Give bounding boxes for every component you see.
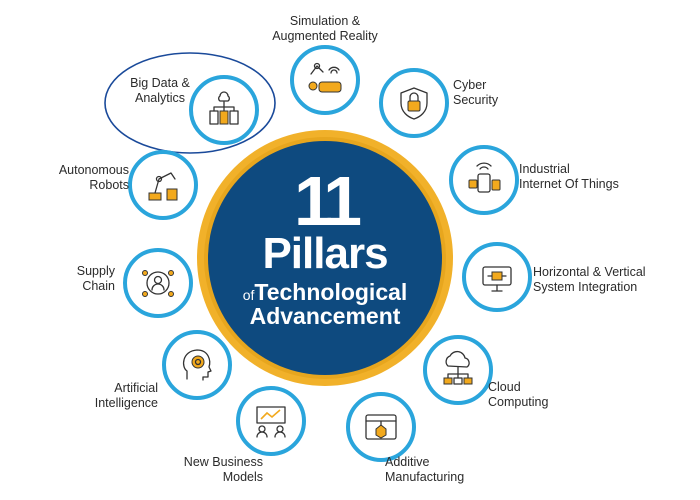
ai-head-icon (182, 349, 212, 381)
business-presentation-icon (256, 406, 286, 438)
label-line: Security (453, 93, 499, 107)
center-subtitle-line3: Advancement (249, 303, 401, 329)
label-line: Additive (385, 455, 430, 469)
label-line: Supply (76, 264, 115, 278)
data-servers-icon (209, 91, 239, 125)
label-line: Robots (89, 178, 129, 192)
label-line: Models (222, 470, 263, 484)
integrated-chip-monitor-icon (482, 266, 512, 292)
label-line: Computing (488, 395, 549, 409)
connected-devices-icon (468, 162, 501, 193)
center-title: Pillars (262, 229, 388, 278)
pillar-bubble (236, 386, 306, 456)
label-line: Analytics (134, 91, 186, 105)
label-line: Industrial (519, 162, 570, 176)
3d-printer-icon (365, 414, 397, 440)
label-line: Big Data & (130, 76, 190, 90)
center-subtitle-main: Technological (254, 279, 408, 305)
label-artificial-intelligence: Artificial Intelligence (80, 381, 158, 411)
pillar-bubble (189, 75, 259, 145)
label-line: Artificial (114, 381, 158, 395)
label-line: System Integration (533, 280, 638, 294)
highlight-outline (104, 52, 276, 154)
center-circle (208, 141, 442, 375)
cloud-network-icon (443, 350, 473, 385)
label-new-business-models: New Business Models (170, 455, 263, 485)
pillar-bubble (346, 392, 416, 462)
robot-arm-icon (148, 172, 178, 201)
label-line: Autonomous (58, 163, 129, 177)
shield-lock-icon (400, 87, 428, 120)
pillar-bubble-ring (449, 145, 519, 215)
label-line: Horizontal & Vertical (533, 265, 646, 279)
label-line: Cyber (453, 78, 487, 92)
pillar-bubble-ring (236, 386, 306, 456)
pillar-bubble (449, 145, 519, 215)
pillar-bubble (128, 150, 198, 220)
supply-chain-person-icon (142, 270, 174, 297)
label-additive-manufacturing: Additive Manufacturing (385, 455, 464, 485)
label-line: Augmented Reality (272, 29, 378, 43)
center-number: 11 (294, 162, 362, 240)
label-supply-chain: Supply Chain (60, 264, 115, 294)
pillar-bubble (123, 248, 193, 318)
label-line: New Business (183, 455, 263, 469)
label-simulation: Simulation & Augmented Reality (265, 14, 385, 44)
pillar-bubble (379, 68, 449, 138)
pillar-bubble (162, 330, 232, 400)
label-line: Internet Of Things (519, 177, 619, 191)
label-line: Cloud (488, 380, 521, 394)
label-line: Manufacturing (385, 470, 465, 484)
pillar-bubble (290, 45, 360, 115)
label-autonomous-robots: Autonomous Robots (45, 163, 129, 193)
pillar-bubble (462, 242, 532, 312)
label-big-data: Big Data & Analytics (128, 76, 192, 106)
label-line: Simulation & (289, 14, 361, 28)
label-line: Intelligence (94, 396, 158, 410)
pillar-bubble (423, 335, 493, 405)
center-subtitle-prefix: of (242, 287, 255, 303)
vr-headset-robot-arm-icon (308, 62, 342, 93)
label-cloud-computing: Cloud Computing (488, 380, 548, 410)
label-iiot: Industrial Internet Of Things (519, 162, 619, 192)
pillar-bubble-ring (290, 45, 360, 115)
label-cyber-security: Cyber Security (453, 78, 498, 108)
center-subtitle: ofTechnological (220, 280, 430, 307)
label-system-integration: Horizontal & Vertical System Integration (533, 265, 646, 295)
pillar-bubble-ring (128, 150, 198, 220)
label-line: Chain (82, 279, 115, 293)
